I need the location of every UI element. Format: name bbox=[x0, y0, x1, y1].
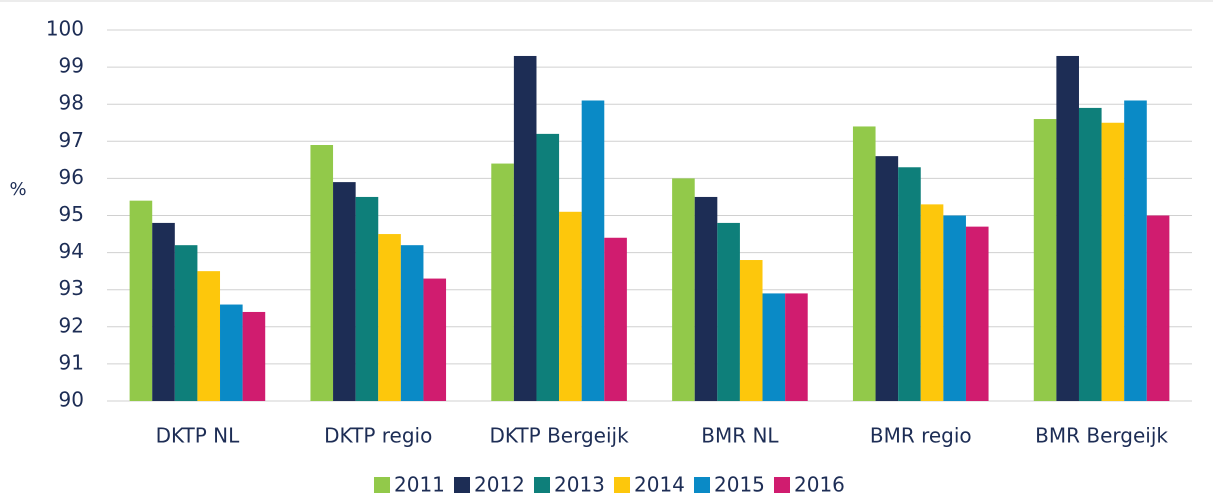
bar bbox=[1102, 123, 1125, 401]
bar bbox=[243, 312, 266, 401]
legend-label: 2014 bbox=[634, 473, 685, 497]
y-tick-label: 95 bbox=[59, 202, 84, 226]
bar bbox=[695, 197, 718, 401]
bar bbox=[559, 212, 582, 401]
bar bbox=[333, 182, 356, 401]
x-tick-label: BMR Bergeijk bbox=[1035, 424, 1168, 448]
bar bbox=[921, 204, 944, 401]
legend-swatch bbox=[534, 477, 550, 493]
legend-swatch bbox=[374, 477, 390, 493]
bar bbox=[763, 293, 786, 401]
bar bbox=[491, 164, 514, 401]
bar bbox=[1056, 56, 1079, 401]
bar bbox=[943, 216, 966, 402]
y-tick-label: 99 bbox=[59, 54, 84, 78]
bar bbox=[220, 305, 243, 401]
bar bbox=[197, 271, 220, 401]
legend-label: 2011 bbox=[394, 473, 445, 497]
y-tick-label: 100 bbox=[46, 17, 84, 41]
chart: % 90 91 92 93 94 95 96 97 98 99 100 DKTP NL DKTP reg… bbox=[0, 0, 1213, 498]
bar bbox=[582, 100, 605, 401]
bar bbox=[423, 279, 446, 401]
bar bbox=[378, 234, 401, 401]
bar bbox=[514, 56, 537, 401]
legend-swatch bbox=[774, 477, 790, 493]
y-tick-label: 96 bbox=[59, 165, 84, 189]
y-tick-label: 97 bbox=[59, 128, 84, 152]
bar bbox=[1034, 119, 1057, 401]
x-tick-label: DKTP regio bbox=[324, 424, 432, 448]
legend-label: 2012 bbox=[474, 473, 525, 497]
legend-label: 2015 bbox=[714, 473, 765, 497]
bar bbox=[310, 145, 333, 401]
bar bbox=[175, 245, 198, 401]
x-tick-label: BMR NL bbox=[701, 424, 779, 448]
bar bbox=[401, 245, 424, 401]
y-axis-label: % bbox=[9, 179, 26, 200]
legend-swatch bbox=[694, 477, 710, 493]
x-tick-label: DKTP NL bbox=[156, 424, 241, 448]
bar bbox=[898, 167, 921, 401]
x-tick-label: DKTP Bergeijk bbox=[489, 424, 629, 448]
bar bbox=[1079, 108, 1102, 401]
legend-swatch bbox=[454, 477, 470, 493]
bar bbox=[152, 223, 175, 401]
bar bbox=[672, 178, 695, 401]
bar bbox=[604, 238, 627, 401]
bar bbox=[785, 293, 808, 401]
bar bbox=[1124, 100, 1147, 401]
bar bbox=[876, 156, 899, 401]
bar bbox=[536, 134, 559, 401]
y-tick-label: 90 bbox=[59, 388, 84, 412]
legend-label: 2013 bbox=[554, 473, 605, 497]
bar bbox=[356, 197, 379, 401]
y-tick-label: 98 bbox=[59, 91, 84, 115]
legend-swatch bbox=[614, 477, 630, 493]
y-tick-label: 91 bbox=[59, 350, 84, 374]
x-tick-label: BMR regio bbox=[870, 424, 972, 448]
y-tick-label: 93 bbox=[59, 276, 84, 300]
y-tick-label: 92 bbox=[59, 313, 84, 337]
bar bbox=[966, 227, 989, 401]
bar bbox=[1147, 216, 1170, 402]
legend-label: 2016 bbox=[794, 473, 845, 497]
y-tick-label: 94 bbox=[59, 239, 84, 263]
bar bbox=[717, 223, 740, 401]
bar bbox=[853, 126, 876, 401]
bar bbox=[130, 201, 153, 401]
bar bbox=[740, 260, 763, 401]
